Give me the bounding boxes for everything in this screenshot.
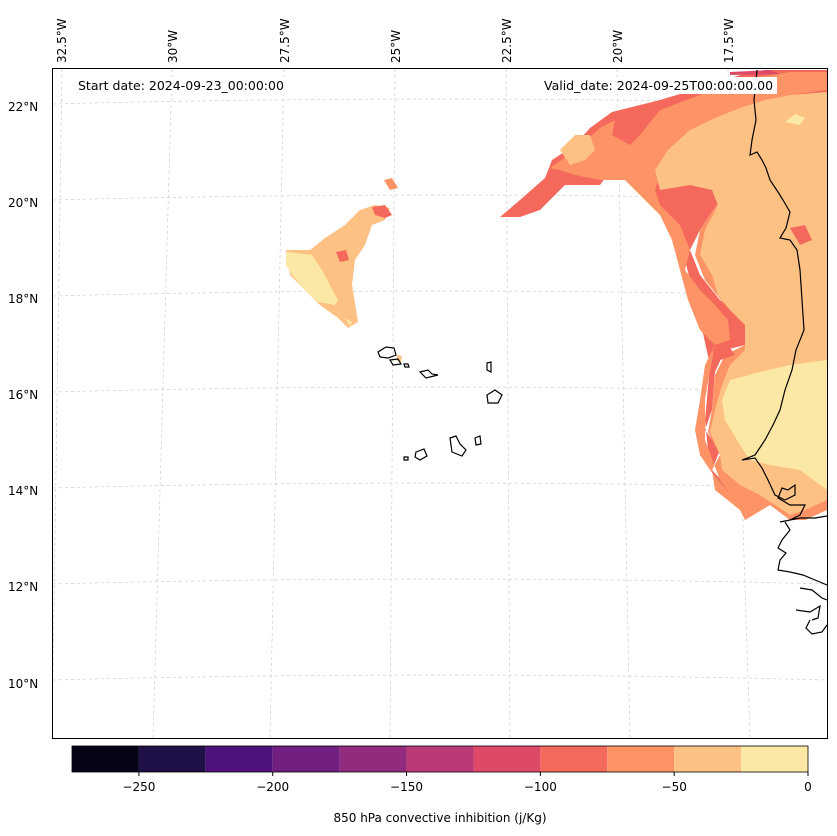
island-sao-vicente — [389, 358, 402, 366]
coastlines — [377, 69, 827, 635]
colorbar-swatch — [741, 746, 808, 772]
cin-region-100-125-sliver — [730, 70, 780, 75]
lat-label: 18°N — [8, 292, 38, 306]
colorbar-swatch — [473, 746, 541, 772]
island-maio — [474, 435, 482, 446]
island-boa-vista — [486, 389, 503, 404]
lat-label: 14°N — [8, 484, 38, 498]
lon-label: 22.5°W — [500, 18, 514, 63]
lon-label: 27.5°W — [278, 18, 292, 63]
lon-label: 17.5°W — [722, 18, 736, 63]
colorbar-swatch — [205, 746, 273, 772]
colorbar-swatch — [406, 746, 474, 772]
colorbar-frame — [71, 745, 809, 773]
lat-label: 10°N — [8, 677, 38, 691]
africa-coastline-south — [777, 521, 827, 635]
lat-label: 12°N — [8, 580, 38, 594]
island-santa-luzia — [403, 363, 410, 368]
cin-contours — [286, 70, 827, 520]
lat-label: 16°N — [8, 388, 38, 402]
lat-label: 20°N — [8, 196, 38, 210]
colorbar-swatch — [339, 746, 407, 772]
colorbar-tick-label: −200 — [256, 780, 289, 794]
cin-region-75-100-spot2 — [712, 345, 735, 360]
colorbar-swatch — [272, 746, 340, 772]
colorbar-swatch — [138, 746, 206, 772]
lon-label: 32.5°W — [55, 18, 69, 63]
cin-region-0-25-patch — [785, 114, 805, 125]
cin-region-75-100-spot — [790, 225, 812, 245]
lon-label: 25°W — [389, 30, 403, 63]
colorbar-tick-label: −250 — [122, 780, 155, 794]
colorbar-label: 850 hPa convective inhibition (j/Kg) — [333, 811, 546, 825]
africa-coastline — [741, 69, 827, 523]
lat-label: 22°N — [8, 100, 38, 114]
cin-region-western-red-spot — [336, 250, 349, 262]
cin-region-western-red-patch — [372, 205, 392, 218]
colorbar-tick-label: −150 — [390, 780, 423, 794]
parallel-gridlines — [53, 98, 827, 681]
cin-region-western-dot — [384, 178, 398, 190]
lon-label: 30°W — [166, 30, 180, 63]
valid-date-label: Valid_date: 2024-09-25T00:00:00.00 — [540, 77, 778, 94]
colorbar-swatch — [674, 746, 742, 772]
cin-region-western-yellow2 — [345, 318, 352, 326]
island-sao-nicolau — [418, 369, 439, 379]
island-santo-antao — [377, 346, 397, 359]
lon-label: 20°W — [611, 30, 625, 63]
colorbar-swatch — [72, 746, 139, 772]
colorbar-ticks: −250 −200 −150 −100 −50 0 — [122, 772, 812, 794]
island-santiago — [449, 435, 467, 457]
cin-region-western-orange — [286, 205, 390, 328]
colorbar: −250 −200 −150 −100 −50 0 850 hPa convective … — [71, 745, 812, 825]
island-brava — [403, 456, 409, 461]
colorbar-tick-label: −50 — [662, 780, 687, 794]
start-date-label: Start date: 2024-09-23_00:00:00 — [74, 77, 288, 94]
colorbar-swatch — [607, 746, 675, 772]
longitude-labels: 32.5°W 30°W 27.5°W 25°W 22.5°W 20°W 17.5… — [55, 18, 736, 63]
latitude-labels: 22°N 20°N 18°N 16°N 14°N 12°N 10°N — [8, 100, 38, 691]
cin-region-0-25-main — [722, 360, 827, 490]
colorbar-tick-label: 0 — [804, 780, 812, 794]
colorbar-swatches — [72, 746, 808, 772]
island-sal — [486, 361, 492, 373]
cin-region-75-100-north — [500, 70, 827, 515]
colorbar-tick-label: −100 — [524, 780, 557, 794]
cin-region-western-yellow — [286, 252, 338, 305]
colorbar-swatch — [540, 746, 608, 772]
island-fogo — [414, 448, 428, 461]
cin-region-25-50-patch — [560, 135, 595, 165]
